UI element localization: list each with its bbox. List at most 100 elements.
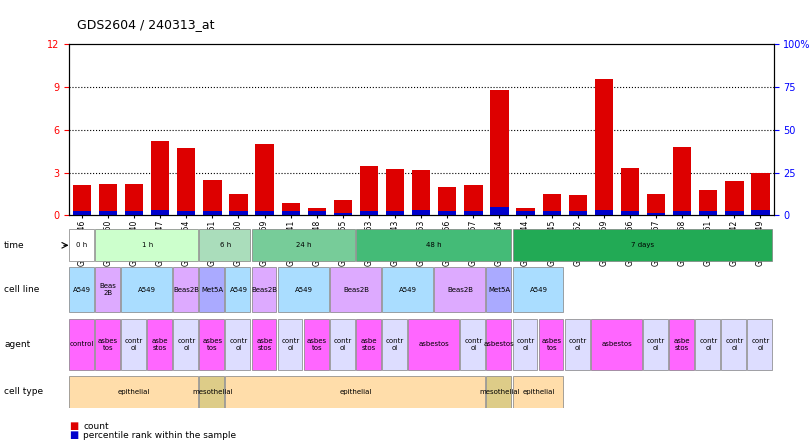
Text: 24 h: 24 h bbox=[296, 242, 312, 248]
Text: Met5A: Met5A bbox=[488, 287, 510, 293]
Bar bbox=[647, 213, 665, 215]
FancyBboxPatch shape bbox=[69, 267, 94, 312]
FancyBboxPatch shape bbox=[304, 318, 329, 370]
Text: asbe
stos: asbe stos bbox=[360, 337, 377, 351]
Bar bbox=[699, 190, 718, 215]
Text: contr
ol: contr ol bbox=[699, 337, 718, 351]
Bar bbox=[620, 211, 639, 215]
Text: GDS2604 / 240313_at: GDS2604 / 240313_at bbox=[77, 18, 215, 31]
FancyBboxPatch shape bbox=[460, 318, 485, 370]
FancyBboxPatch shape bbox=[487, 376, 511, 408]
Text: Beas2B: Beas2B bbox=[447, 287, 473, 293]
FancyBboxPatch shape bbox=[173, 318, 198, 370]
FancyBboxPatch shape bbox=[147, 318, 172, 370]
FancyBboxPatch shape bbox=[513, 229, 772, 261]
Text: asbes
tos: asbes tos bbox=[202, 337, 223, 351]
Text: asbestos: asbestos bbox=[484, 341, 515, 347]
Bar bbox=[203, 180, 221, 215]
FancyBboxPatch shape bbox=[199, 376, 224, 408]
FancyBboxPatch shape bbox=[408, 318, 459, 370]
Text: asbe
stos: asbe stos bbox=[152, 337, 168, 351]
FancyBboxPatch shape bbox=[382, 267, 433, 312]
Text: contr
ol: contr ol bbox=[752, 337, 770, 351]
Bar bbox=[151, 141, 169, 215]
Text: cell type: cell type bbox=[4, 387, 43, 396]
Text: asbes
tos: asbes tos bbox=[98, 337, 118, 351]
Bar bbox=[73, 211, 91, 215]
Bar bbox=[673, 147, 691, 215]
FancyBboxPatch shape bbox=[513, 318, 537, 370]
FancyBboxPatch shape bbox=[225, 267, 250, 312]
Text: asbe
stos: asbe stos bbox=[256, 337, 273, 351]
Text: epithelial: epithelial bbox=[118, 389, 151, 395]
Text: asbestos: asbestos bbox=[419, 341, 450, 347]
Text: time: time bbox=[4, 241, 24, 250]
Bar bbox=[360, 211, 378, 215]
FancyBboxPatch shape bbox=[69, 229, 94, 261]
Bar bbox=[517, 211, 535, 215]
Bar bbox=[125, 184, 143, 215]
Text: 1 h: 1 h bbox=[142, 242, 153, 248]
FancyBboxPatch shape bbox=[643, 318, 667, 370]
Text: asbestos: asbestos bbox=[602, 341, 633, 347]
Text: A549: A549 bbox=[530, 287, 548, 293]
Bar bbox=[151, 210, 169, 215]
FancyBboxPatch shape bbox=[95, 318, 120, 370]
Text: contr
ol: contr ol bbox=[517, 337, 535, 351]
Text: Beas2B: Beas2B bbox=[343, 287, 369, 293]
Bar bbox=[229, 211, 248, 215]
Text: contr
ol: contr ol bbox=[647, 337, 665, 351]
Bar bbox=[308, 211, 326, 215]
Bar bbox=[725, 181, 744, 215]
Text: mesothelial: mesothelial bbox=[192, 389, 232, 395]
FancyBboxPatch shape bbox=[252, 229, 355, 261]
Text: contr
ol: contr ol bbox=[464, 337, 483, 351]
FancyBboxPatch shape bbox=[121, 267, 172, 312]
FancyBboxPatch shape bbox=[278, 318, 302, 370]
Bar bbox=[464, 211, 483, 215]
Bar bbox=[517, 208, 535, 215]
FancyBboxPatch shape bbox=[278, 267, 329, 312]
FancyBboxPatch shape bbox=[382, 318, 407, 370]
Text: contr
ol: contr ol bbox=[282, 337, 300, 351]
Bar bbox=[412, 210, 430, 215]
Text: contr
ol: contr ol bbox=[725, 337, 744, 351]
Bar bbox=[490, 207, 509, 215]
Bar bbox=[255, 210, 274, 215]
FancyBboxPatch shape bbox=[225, 318, 250, 370]
Bar bbox=[464, 186, 483, 215]
Text: contr
ol: contr ol bbox=[569, 337, 587, 351]
Text: contr
ol: contr ol bbox=[229, 337, 248, 351]
Text: Beas
2B: Beas 2B bbox=[100, 283, 117, 296]
FancyBboxPatch shape bbox=[252, 267, 276, 312]
Text: A549: A549 bbox=[139, 287, 156, 293]
Bar bbox=[699, 211, 718, 215]
Text: contr
ol: contr ol bbox=[125, 337, 143, 351]
Bar bbox=[490, 90, 509, 215]
FancyBboxPatch shape bbox=[695, 318, 720, 370]
Text: Met5A: Met5A bbox=[202, 287, 224, 293]
Bar bbox=[177, 211, 195, 215]
FancyBboxPatch shape bbox=[95, 267, 120, 312]
FancyBboxPatch shape bbox=[356, 318, 381, 370]
FancyBboxPatch shape bbox=[487, 318, 511, 370]
FancyBboxPatch shape bbox=[199, 229, 250, 261]
Text: A549: A549 bbox=[295, 287, 313, 293]
Bar bbox=[595, 210, 613, 215]
Bar bbox=[229, 194, 248, 215]
FancyBboxPatch shape bbox=[590, 318, 642, 370]
Bar bbox=[99, 211, 117, 215]
Text: cell line: cell line bbox=[4, 285, 40, 294]
Bar bbox=[543, 211, 561, 215]
Text: epithelial: epithelial bbox=[339, 389, 372, 395]
Bar bbox=[334, 200, 352, 215]
FancyBboxPatch shape bbox=[487, 267, 511, 312]
Bar bbox=[334, 213, 352, 215]
Bar bbox=[752, 210, 770, 215]
Bar bbox=[308, 207, 326, 215]
Bar bbox=[595, 79, 613, 215]
Text: mesothelial: mesothelial bbox=[480, 389, 520, 395]
Bar bbox=[673, 210, 691, 215]
FancyBboxPatch shape bbox=[356, 229, 511, 261]
FancyBboxPatch shape bbox=[225, 376, 485, 408]
